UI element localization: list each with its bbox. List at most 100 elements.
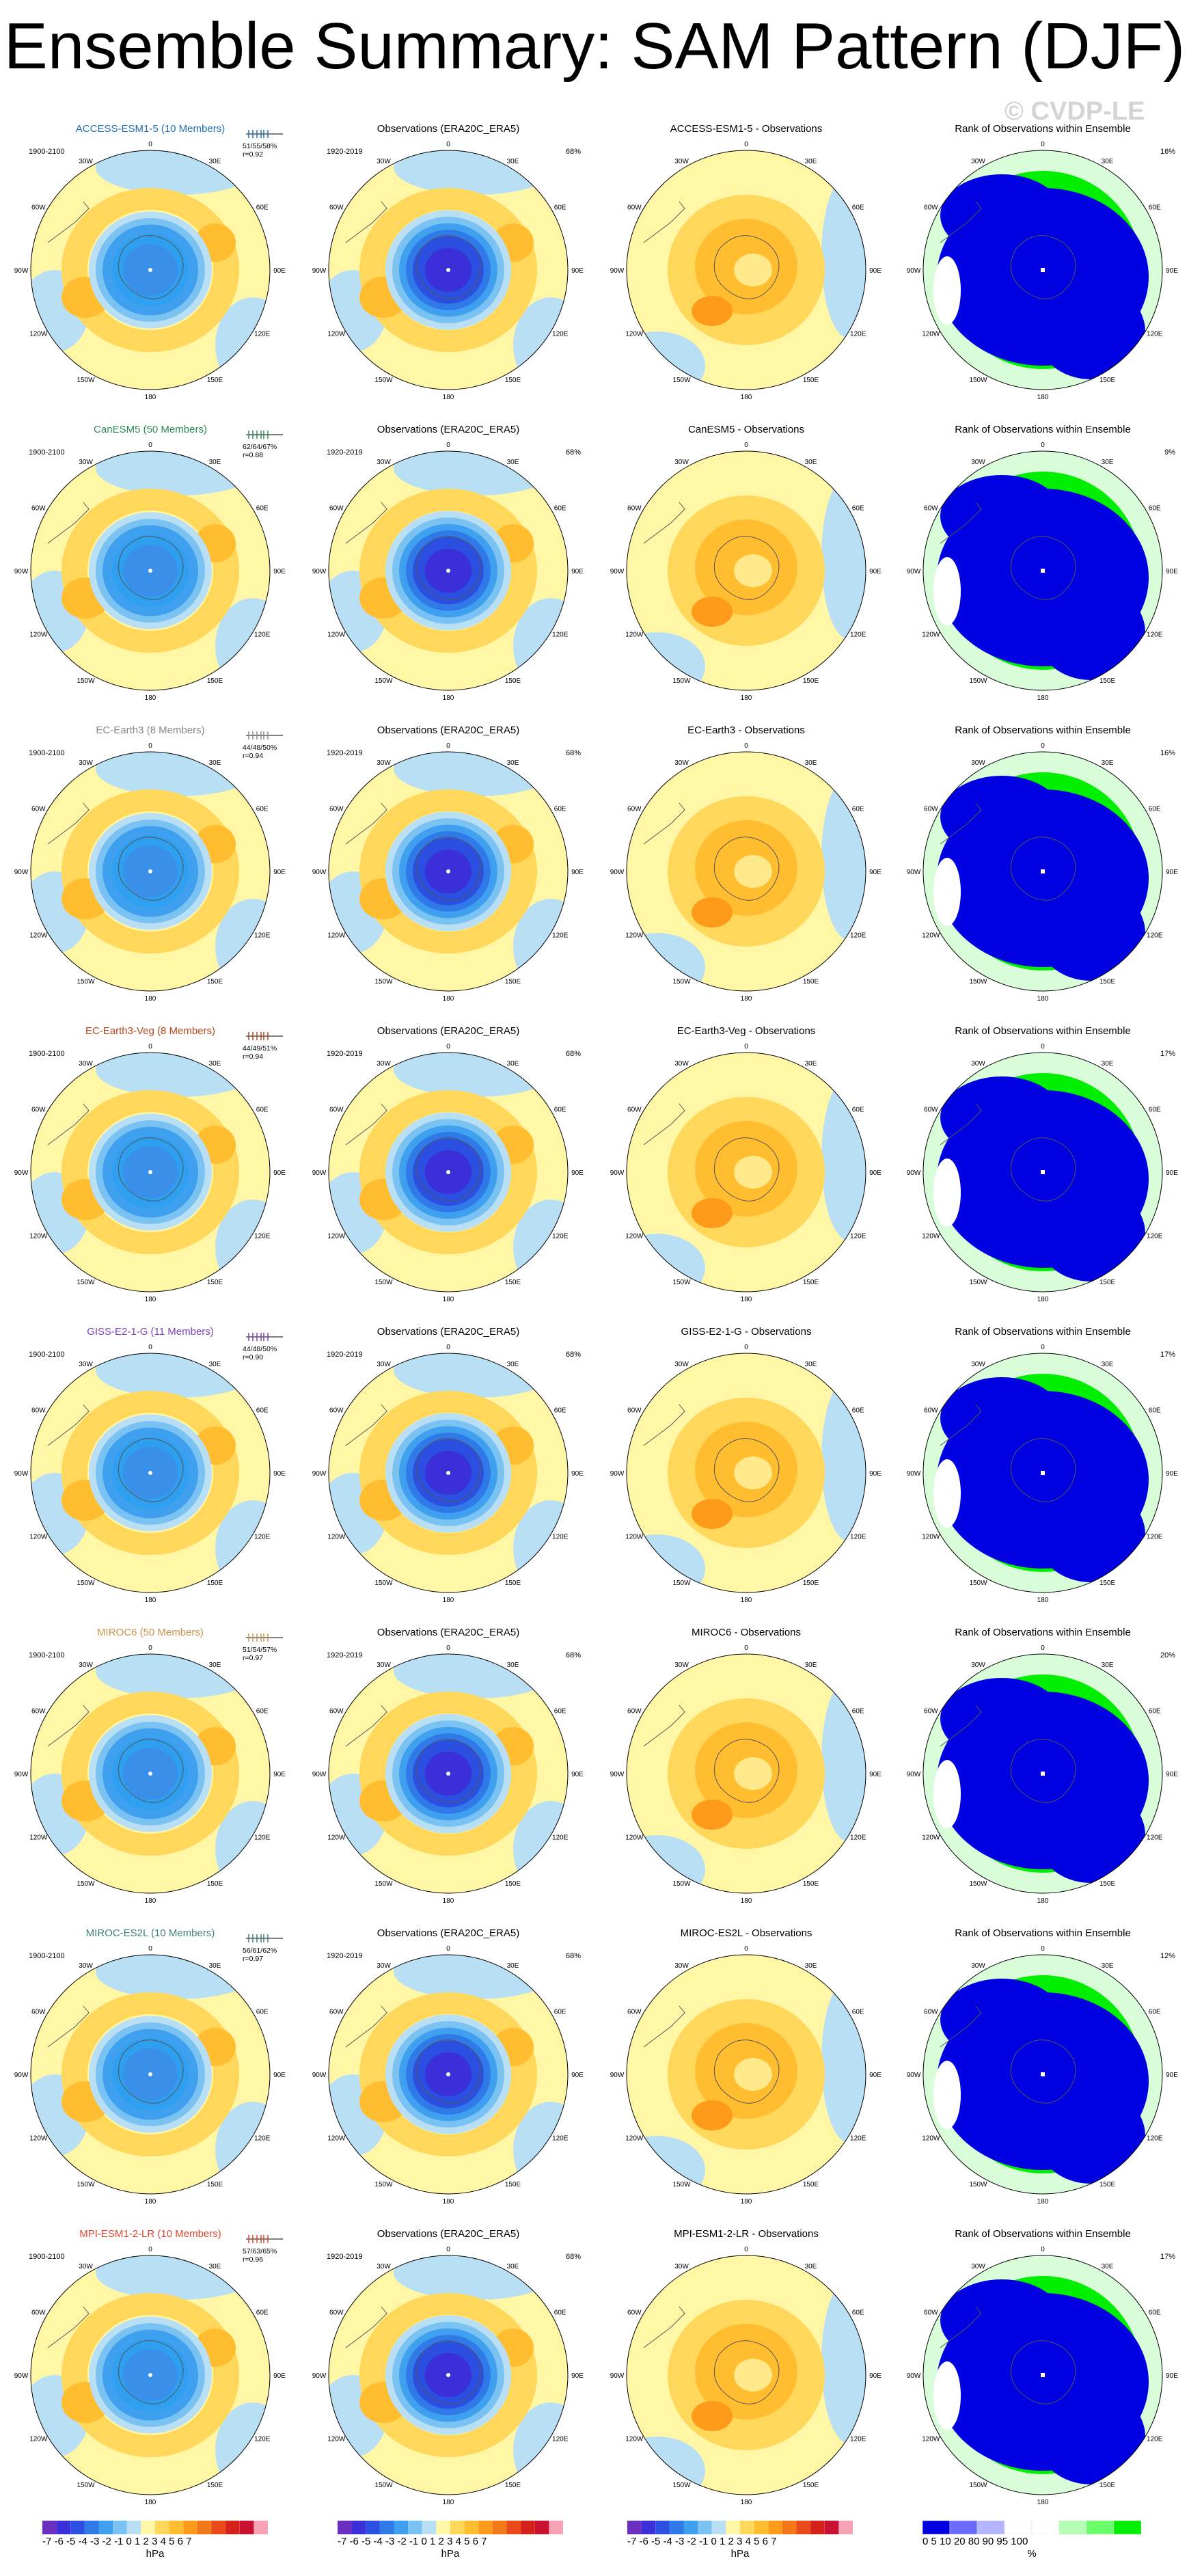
- longitude-label: 150W: [969, 1580, 987, 1587]
- observations-panel: Observations (ERA20C_ERA5) 1920-2019 68% 0 3…: [312, 123, 585, 424]
- longitude-label: 90W: [14, 1470, 29, 1478]
- difference-panel: MPI-ESM1-2-LR - Observations 0 30E 60E 90E 12…: [610, 2228, 883, 2529]
- rank-pct-label: 16%: [1160, 749, 1175, 757]
- longitude-label: 120W: [29, 632, 48, 639]
- period-label: 1920-2019: [327, 1050, 363, 1058]
- observations-map: 0 30E 60E 90E 120E 150E 180 150W 120W 90W 60W 30W: [312, 1644, 584, 1905]
- pct-label: 68%: [565, 448, 581, 457]
- longitude-label: 30W: [674, 1962, 689, 1970]
- longitude-label: 60W: [924, 1708, 938, 1716]
- colorbar-swatch: [1031, 2520, 1060, 2535]
- ensemble-map: 0 30E 60E 90E 120E 150E 180 150W 120W 90W 60W 30W: [14, 1644, 286, 1905]
- longitude-label: 150W: [374, 1279, 393, 1286]
- observations-panel: Observations (ERA20C_ERA5) 1920-2019 68% 0 3…: [312, 724, 585, 1025]
- longitude-label: 60E: [1149, 1107, 1161, 1114]
- longitude-label: 120E: [254, 632, 271, 639]
- longitude-label: 60W: [329, 204, 344, 212]
- rank-panel: Rank of Observations within Ensemble 12% 0…: [906, 1927, 1179, 2228]
- longitude-label: 60E: [256, 1708, 269, 1716]
- rank-panel: Rank of Observations within Ensemble 17% 0…: [906, 2228, 1179, 2529]
- longitude-label: 60E: [256, 1107, 269, 1114]
- rank-title: Rank of Observations within Ensemble: [955, 1326, 1131, 1338]
- longitude-label: 150E: [207, 978, 223, 986]
- colorbar-unit: %: [1027, 2548, 1037, 2560]
- longitude-label: 60E: [1149, 2009, 1161, 2016]
- ensemble-panel: MPI-ESM1-2-LR (10 Members) 1900-2100 57/63…: [14, 2228, 287, 2529]
- model-title: ACCESS-ESM1-5 (10 Members): [75, 123, 226, 135]
- longitude-label: 120E: [850, 1233, 866, 1240]
- longitude-label: 180: [1037, 2198, 1049, 2206]
- colorbar-swatches: [922, 2520, 1142, 2535]
- longitude-label: 30W: [971, 1060, 985, 1068]
- longitude-label: 150E: [803, 1279, 819, 1286]
- colorbar-swatch: [521, 2521, 535, 2534]
- longitude-label: 0: [1041, 2246, 1045, 2253]
- longitude-label: 90E: [1166, 1771, 1178, 1778]
- longitude-label: 150E: [1099, 1580, 1116, 1587]
- longitude-label: 90W: [14, 1169, 29, 1177]
- pct-label: 68%: [565, 148, 581, 156]
- map-field: [923, 150, 1162, 390]
- longitude-label: 30E: [507, 759, 519, 767]
- longitude-label: 120W: [327, 2135, 346, 2143]
- longitude-label: 60W: [31, 806, 46, 813]
- difference-panel: GISS-E2-1-G - Observations 0 30E 60E 90E 120E…: [610, 1326, 883, 1627]
- longitude-label: 150W: [77, 677, 95, 685]
- rank-panel: Rank of Observations within Ensemble 16% 0…: [906, 123, 1179, 424]
- longitude-label: 90E: [1166, 568, 1178, 575]
- rank-map: 0 30E 60E 90E 120E 150E 180 150W 120W 90W 60W 30W: [907, 2246, 1179, 2506]
- longitude-label: 30W: [971, 1962, 985, 1970]
- longitude-label: 90W: [907, 1470, 921, 1478]
- longitude-label: 120E: [254, 2135, 271, 2143]
- map-field: [329, 1053, 568, 1292]
- whisker-plot: [246, 2235, 283, 2243]
- longitude-label: 60W: [924, 1407, 938, 1415]
- longitude-label: 90W: [312, 869, 327, 876]
- longitude-label: 120W: [29, 1834, 48, 1842]
- longitude-label: 150E: [207, 2482, 223, 2489]
- longitude-label: 180: [1037, 995, 1049, 1003]
- map-field: [923, 1053, 1162, 1292]
- map-field: [329, 1654, 568, 1893]
- colorbar-swatch: [768, 2521, 782, 2534]
- longitude-label: 30W: [79, 759, 93, 767]
- longitude-label: 30E: [507, 158, 519, 165]
- difference-map: 0 30E 60E 90E 120E 150E 180 150W 120W 90W 60W 30W: [610, 1344, 882, 1604]
- longitude-label: 180: [443, 2198, 454, 2206]
- period-label: 1900-2100: [29, 2253, 65, 2261]
- longitude-label: 30W: [971, 1361, 985, 1368]
- rank-title: Rank of Observations within Ensemble: [955, 1025, 1131, 1037]
- longitude-label: 120E: [1147, 932, 1163, 940]
- colorbar-swatch: [155, 2521, 169, 2534]
- pct-range: 44/48/50%: [243, 744, 277, 752]
- longitude-label: 60E: [1149, 806, 1161, 813]
- longitude-label: 60W: [627, 1708, 642, 1716]
- longitude-label: 120W: [922, 632, 940, 639]
- colorbar-swatch: [740, 2521, 754, 2534]
- longitude-label: 90W: [610, 568, 625, 575]
- pct-range: 57/63/65%: [243, 2247, 277, 2255]
- longitude-label: 30E: [507, 1962, 519, 1970]
- longitude-label: 60E: [852, 1107, 864, 1114]
- colorbar-swatch: [1086, 2520, 1115, 2535]
- rank-title: Rank of Observations within Ensemble: [955, 724, 1131, 736]
- colorbar-swatch: [84, 2521, 99, 2534]
- page-title: Ensemble Summary: SAM Pattern (DJF): [3, 10, 1186, 83]
- colorbar-swatch: [379, 2521, 394, 2534]
- longitude-label: 30E: [1102, 1962, 1114, 1970]
- colorbar-rank: 0 5 10 20 80 90 95 100 %: [922, 2520, 1142, 2568]
- stats-label: 62/64/67% r=0.88: [243, 443, 277, 459]
- whisker-plot: [246, 731, 283, 740]
- longitude-label: 120E: [552, 331, 569, 338]
- longitude-label: 150E: [505, 1279, 521, 1286]
- colorbar-swatch: [726, 2521, 740, 2534]
- longitude-label: 60W: [924, 1107, 938, 1114]
- difference-map: 0 30E 60E 90E 120E 150E 180 150W 120W 90W 60W 30W: [610, 1644, 882, 1905]
- colorbar-swatch: [506, 2521, 521, 2534]
- colorbar-tick-labels: 0 5 10 20 80 90 95 100: [922, 2536, 1028, 2547]
- longitude-label: 120W: [327, 1233, 346, 1240]
- map-field: [627, 1955, 866, 2194]
- longitude-label: 150W: [374, 1580, 393, 1587]
- longitude-label: 90E: [1166, 2372, 1178, 2380]
- longitude-label: 150E: [1099, 677, 1116, 685]
